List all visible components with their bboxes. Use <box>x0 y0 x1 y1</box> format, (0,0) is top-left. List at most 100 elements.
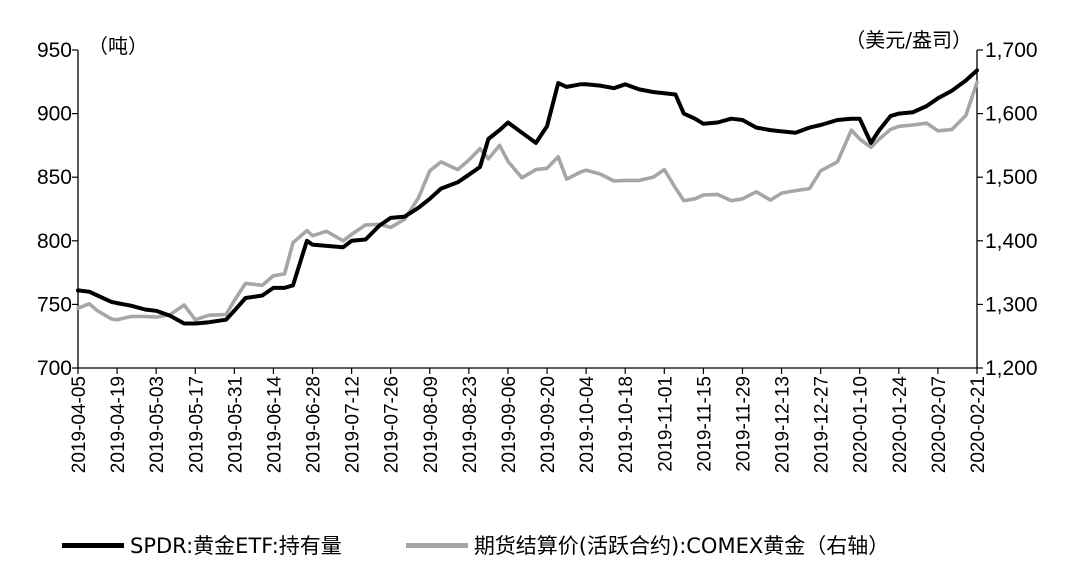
series-line-spdr-holdings <box>76 68 979 326</box>
data-point-spdr-holdings <box>716 121 719 124</box>
data-point-spdr-holdings <box>859 118 861 120</box>
data-point-comex-gold <box>741 198 744 200</box>
data-point-spdr-holdings <box>208 321 210 323</box>
left-axis-tick-label: 950 <box>37 39 72 62</box>
data-point-comex-gold <box>730 200 732 202</box>
data-point-spdr-holdings <box>683 113 685 115</box>
data-point-comex-gold <box>613 180 615 182</box>
right-axis-tick-label: 1,500 <box>985 166 1038 189</box>
data-point-comex-gold <box>535 169 537 171</box>
data-point-spdr-holdings <box>579 83 582 85</box>
data-point-spdr-holdings <box>418 207 420 209</box>
data-point-spdr-holdings <box>951 90 953 92</box>
x-axis-tick-label: 2019-05-03 <box>147 376 168 473</box>
data-point-comex-gold <box>878 138 880 140</box>
data-point-comex-gold <box>579 171 582 173</box>
left-axis-unit-label: （吨） <box>88 34 148 58</box>
data-point-spdr-holdings <box>183 322 185 325</box>
data-point-spdr-holdings <box>88 291 90 293</box>
x-axis-tick-label: 2019-05-17 <box>186 376 207 473</box>
x-axis-tick-label: 2019-10-04 <box>577 376 598 474</box>
data-point-spdr-holdings <box>870 142 872 144</box>
x-axis-tick-label: 2020-02-07 <box>929 376 950 473</box>
data-point-spdr-holdings <box>404 216 406 218</box>
data-point-comex-gold <box>130 315 132 318</box>
right-axis-tick-label: 1,700 <box>985 39 1038 62</box>
legend-swatch-black-line <box>62 542 124 548</box>
data-point-spdr-holdings <box>440 188 442 190</box>
data-point-comex-gold <box>116 319 118 321</box>
data-point-spdr-holdings <box>468 174 470 176</box>
data-point-spdr-holdings <box>546 125 548 127</box>
data-point-comex-gold <box>769 199 772 201</box>
data-point-comex-gold <box>418 197 420 199</box>
right-axis-unit-label: （美元/盎司） <box>845 28 972 52</box>
x-axis-tick-label: 2019-04-05 <box>69 376 90 473</box>
data-point-spdr-holdings <box>638 88 640 90</box>
data-point-comex-gold <box>716 193 719 195</box>
right-axis-tick-label: 1,300 <box>985 293 1038 316</box>
data-point-spdr-holdings <box>507 121 509 124</box>
data-point-comex-gold <box>870 146 872 148</box>
data-point-spdr-holdings <box>378 224 381 227</box>
series-lines <box>76 68 979 326</box>
data-point-comex-gold <box>683 200 685 202</box>
data-point-spdr-holdings <box>808 127 811 129</box>
data-point-spdr-holdings <box>311 244 314 246</box>
data-point-comex-gold <box>440 161 442 163</box>
data-point-comex-gold <box>546 167 548 169</box>
data-point-comex-gold <box>702 194 705 196</box>
data-point-spdr-holdings <box>429 198 431 200</box>
x-axis-tick-label: 2019-08-09 <box>421 376 442 473</box>
right-axis-tick-label: 1,600 <box>985 103 1038 126</box>
data-point-comex-gold <box>110 318 113 320</box>
data-point-spdr-holdings <box>155 310 157 312</box>
data-point-comex-gold <box>233 300 235 302</box>
x-axis-tick-label: 2019-12-27 <box>812 376 833 473</box>
data-point-spdr-holdings <box>976 69 978 71</box>
data-point-comex-gold <box>272 275 274 277</box>
x-axis-tick-label: 2019-10-18 <box>616 376 637 473</box>
data-point-spdr-holdings <box>836 119 839 121</box>
data-point-spdr-holdings <box>457 181 459 183</box>
data-point-spdr-holdings <box>390 217 392 219</box>
x-axis: 2019-04-05 2019-04-19 2019-05-03 2019-05-17… <box>69 368 989 473</box>
data-point-comex-gold <box>88 303 90 305</box>
data-point-spdr-holdings <box>116 302 118 304</box>
data-point-spdr-holdings <box>912 111 914 113</box>
data-point-comex-gold <box>365 224 367 226</box>
data-point-comex-gold <box>457 169 459 171</box>
data-point-comex-gold <box>663 169 665 171</box>
data-point-spdr-holdings <box>557 82 559 84</box>
legend-label-spdr-holdings: SPDR:黄金ETF:持有量 <box>130 534 342 558</box>
data-point-comex-gold <box>850 129 853 131</box>
data-point-comex-gold <box>183 304 185 306</box>
data-point-comex-gold <box>487 158 489 160</box>
data-point-comex-gold <box>794 190 797 192</box>
data-point-spdr-holdings <box>487 138 489 140</box>
x-axis-tick-label: 2019-09-20 <box>538 376 559 473</box>
data-point-spdr-holdings <box>850 118 853 120</box>
x-axis-tick-label: 2019-07-12 <box>343 376 364 473</box>
data-point-comex-gold <box>951 128 953 131</box>
data-point-comex-gold <box>820 170 822 172</box>
x-axis-tick-label: 2019-11-15 <box>694 376 715 472</box>
data-point-spdr-holdings <box>130 305 132 307</box>
data-point-spdr-holdings <box>351 240 353 242</box>
data-point-comex-gold <box>208 314 210 316</box>
series-line-comex-gold <box>76 80 979 322</box>
data-point-spdr-holdings <box>342 246 344 248</box>
data-point-spdr-holdings <box>937 97 939 99</box>
data-point-comex-gold <box>624 179 626 181</box>
data-point-spdr-holdings <box>694 118 696 120</box>
data-point-spdr-holdings <box>365 238 367 241</box>
data-point-spdr-holdings <box>889 115 892 117</box>
data-point-spdr-holdings <box>599 85 601 87</box>
data-point-spdr-holdings <box>261 294 263 297</box>
data-point-comex-gold <box>694 198 696 200</box>
right-y-axis: 1,200 1,300 1,400 1,500 1,600 1,700 <box>977 39 1038 380</box>
data-point-spdr-holdings <box>674 93 677 96</box>
data-point-comex-gold <box>898 125 900 127</box>
data-point-comex-gold <box>507 160 509 162</box>
right-axis-tick-label: 1,400 <box>985 230 1038 253</box>
